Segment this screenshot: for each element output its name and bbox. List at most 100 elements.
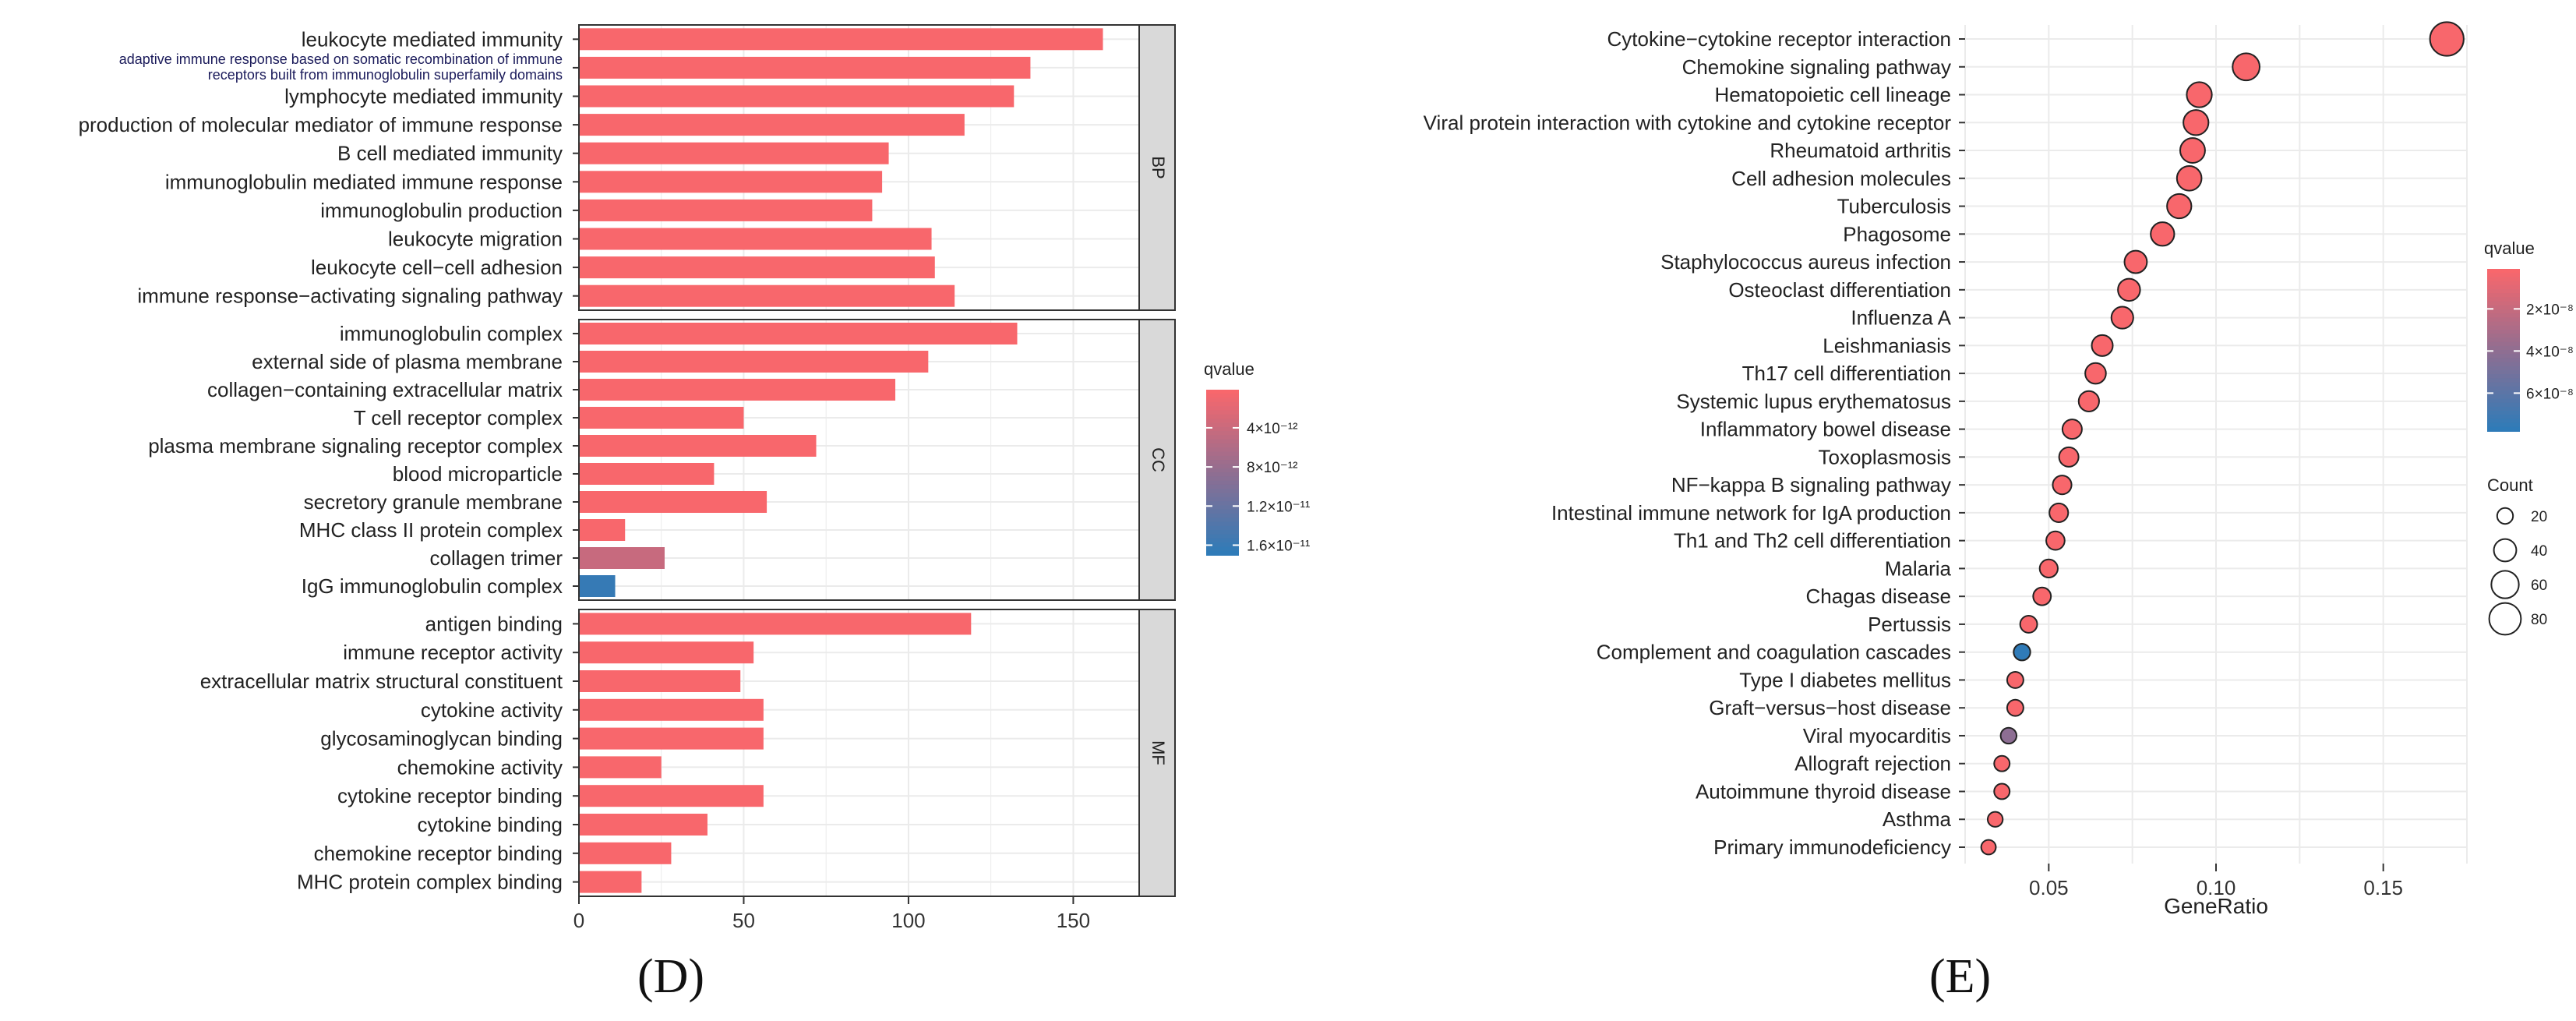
dot [2186, 81, 2213, 108]
x-tick-label: 0.10 [2197, 876, 2236, 899]
legend-gradient-step [1206, 410, 1239, 415]
bar [579, 256, 935, 279]
bar [579, 519, 626, 541]
legend-title: Count [2487, 475, 2533, 495]
facet-strip [1138, 24, 1176, 311]
legend-gradient-step [1206, 521, 1239, 527]
legend-gradient-step [1206, 464, 1239, 469]
category-label: cytokine activity [421, 698, 563, 722]
dot [2166, 193, 2193, 220]
legend-gradient-step [2487, 350, 2520, 355]
legend-gradient-step [2487, 330, 2520, 335]
category-label: leukocyte migration [388, 228, 563, 251]
legend-gradient-step [1206, 455, 1239, 461]
category-label: Intestinal immune network for IgA produc… [1551, 501, 1951, 525]
legend-gradient-step [2487, 281, 2520, 286]
legend-gradient-step [2487, 305, 2520, 310]
bar [579, 142, 889, 164]
category-label: chemokine activity [397, 755, 563, 779]
bar [579, 435, 817, 457]
legend-gradient-step [2487, 284, 2520, 290]
legend-gradient-step [1206, 451, 1239, 457]
x-tick-label: 0 [573, 909, 584, 932]
legend-gradient-step [2487, 325, 2520, 330]
bar [579, 114, 965, 136]
category-label: IgG immunoglobulin complex [302, 574, 563, 598]
category-label: antigen binding [425, 612, 563, 635]
legend-gradient-step [2487, 411, 2520, 416]
legend-gradient-step [2487, 334, 2520, 339]
legend-gradient-step [2487, 394, 2520, 400]
category-label: adaptive immune response based on somati… [119, 51, 563, 67]
x-tick-label: 50 [732, 909, 755, 932]
facet-strip [1138, 319, 1176, 601]
legend-gradient-step [2487, 406, 2520, 412]
category-label: Staphylococcus aureus infection [1660, 250, 1951, 274]
dot [2179, 137, 2206, 164]
category-label: Inflammatory bowel disease [1700, 418, 1951, 441]
legend-gradient-step [1206, 422, 1239, 428]
bar [579, 199, 873, 221]
legend-gradient-step [1206, 394, 1239, 399]
legend-gradient-step [2487, 378, 2520, 383]
dot [2091, 334, 2114, 357]
legend-gradient-step [1206, 447, 1239, 453]
panel-label-d: (D) [637, 950, 705, 1003]
bar [579, 284, 955, 307]
legend-gradient-step [1206, 476, 1239, 482]
legend-gradient-step [1206, 538, 1239, 544]
legend-gradient-step [1206, 493, 1239, 498]
legend-gradient-step [1206, 406, 1239, 412]
legend-gradient-step [2487, 317, 2520, 323]
category-label: Pertussis [1868, 613, 1951, 636]
legend-title: qvalue [1204, 359, 1254, 379]
legend-gradient-step [1206, 414, 1239, 420]
x-tick-label: 0.15 [2363, 876, 2403, 899]
legend-gradient-step [2487, 345, 2520, 351]
legend-gradient-step [1206, 542, 1239, 548]
bar [579, 641, 754, 664]
category-label: Toxoplasmosis [1818, 445, 1951, 468]
bar [579, 756, 662, 779]
legend-gradient-step [1206, 472, 1239, 478]
category-label: Complement and coagulation cascades [1597, 641, 1951, 664]
bar [579, 85, 1015, 108]
legend-gradient-step [2487, 273, 2520, 278]
category-label: immunoglobulin production [320, 199, 563, 222]
legend-size-label: 40 [2531, 543, 2547, 560]
legend-gradient-step [2487, 415, 2520, 420]
dot [2052, 475, 2073, 496]
dot [2123, 249, 2148, 274]
category-label: lymphocyte mediated immunity [284, 85, 563, 108]
legend-gradient-step [1206, 443, 1239, 449]
dot [2006, 671, 2024, 689]
legend-size-label: 80 [2531, 612, 2547, 628]
legend-tick-label: 4×10⁻⁸ [2526, 344, 2574, 360]
bar [579, 727, 764, 750]
category-label: immunoglobulin complex [340, 322, 563, 345]
dot [2084, 362, 2107, 385]
legend-gradient-step [2487, 358, 2520, 363]
dot [1980, 839, 1997, 856]
legend-gradient-step [1206, 426, 1239, 432]
legend-gradient-step [2487, 277, 2520, 282]
legend-gradient-step [2487, 337, 2520, 343]
legend-gradient-step [1206, 509, 1239, 514]
bar [579, 56, 1031, 79]
category-label: extracellular matrix structural constitu… [200, 669, 563, 693]
category-label: Malaria [1885, 556, 1952, 580]
bar [579, 407, 744, 429]
category-label: Leishmaniasis [1823, 334, 1951, 357]
category-label: cytokine receptor binding [337, 784, 563, 807]
category-label: Tuberculosis [1837, 195, 1951, 218]
legend-tick-label: 1.2×10⁻¹¹ [1247, 499, 1310, 515]
bar [579, 842, 672, 864]
legend-tick-label: 2×10⁻⁸ [2526, 302, 2574, 318]
legend-gradient-step [1206, 419, 1239, 424]
category-label: Primary immunodeficiency [1713, 836, 1951, 859]
category-label: Type I diabetes mellitus [1739, 668, 1951, 691]
legend-gradient-step [2487, 402, 2520, 408]
category-label: Th1 and Th2 cell differentiation [1674, 529, 1951, 553]
legend-tick-label: 8×10⁻¹² [1247, 460, 1297, 476]
